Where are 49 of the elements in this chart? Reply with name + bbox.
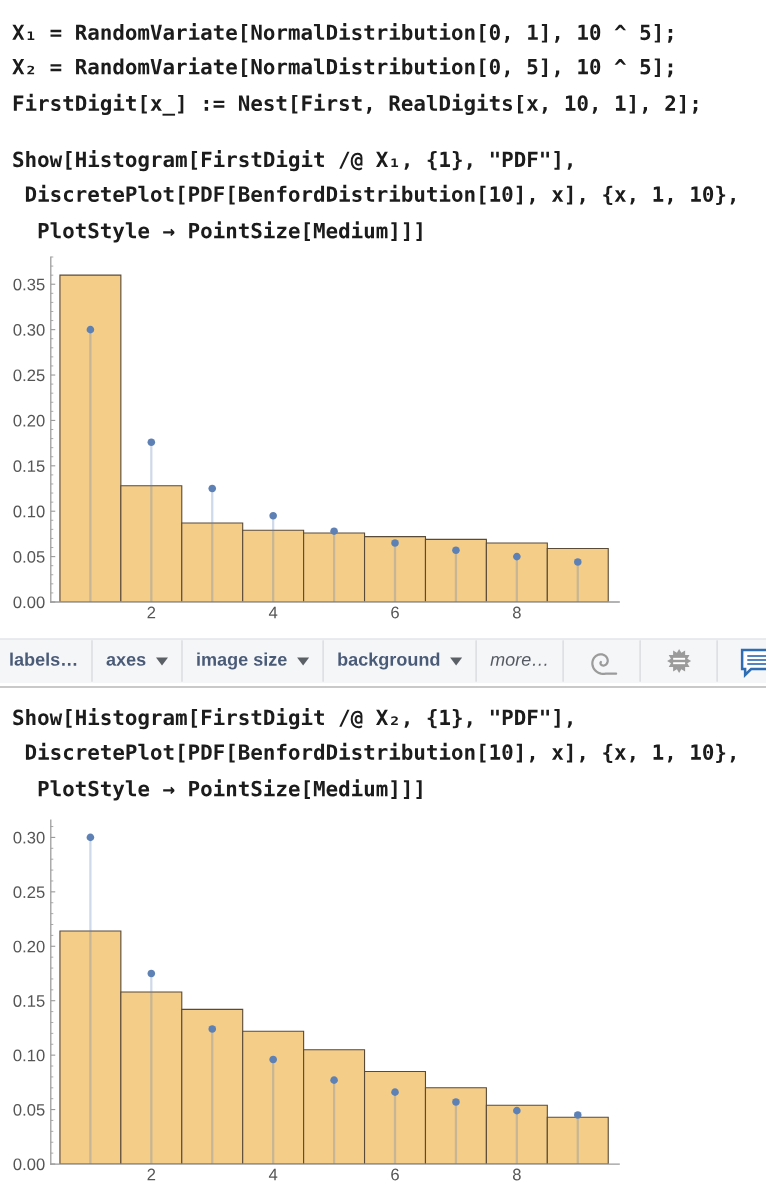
point [147,438,156,447]
point [147,969,156,978]
text: axes [106,655,146,666]
y-tick-label: 0.10 [13,1049,45,1062]
y-tick-label: 0.05 [13,551,45,563]
text: more… [490,655,547,666]
chart-title: Show[Histogram[FirstDigit /@ X₁, {1}, "PDF"], DiscretePlot[PDF[BenfordDistribution[10], x], {x, 1, 10}, PlotStyle → PointSize[Medium]]] [13,149,735,243]
x-tick-label: 2 [147,606,156,619]
y-tick-label: 0.20 [13,940,45,953]
y-tick-label: 0.25 [13,886,45,899]
y-tick-label: 0.00 [13,596,45,609]
point [391,539,399,547]
point [208,484,217,493]
y-tick-label: 0.05 [13,1103,45,1116]
point [513,1106,521,1115]
x-tick-label: 8 [512,1168,521,1181]
point [269,511,277,520]
point [573,1111,582,1119]
x-tick-label: 4 [268,1168,278,1181]
y-tick-label: 0.30 [13,831,45,844]
point [330,527,338,535]
y-tick-label: 0.20 [13,414,45,427]
text: X₁ = RandomVariate[NormalDistribution[0, 1], 10 ^ 5]; X₂ = RandomVariate[NormalDistribution[0, 5], 10 ^ 5]; FirstDigit[x_] := Nest[First, RealDigits[x, 10, 1], 2]; [12,22,698,116]
y-tick-label: 0.15 [13,460,45,473]
point [269,1055,277,1064]
y-tick-label: 0.00 [13,1158,45,1171]
chart-title: Show[Histogram[FirstDigit /@ X₂, {1}, "PDF"], DiscretePlot[PDF[BenfordDistribution[10], x], {x, 1, 10}, PlotStyle → PointSize[Medium]]] [13,707,735,801]
y-tick-label: 0.25 [13,369,45,382]
text: image size [197,652,287,670]
x-tick-label: 6 [391,606,399,619]
point [452,546,460,555]
y-tick-label: 0.10 [13,505,45,518]
point [513,552,521,561]
y-tick-label: 0.35 [13,278,45,291]
x-tick-label: 2 [147,1168,156,1181]
y-tick-label: 0.15 [13,995,45,1007]
point [573,558,582,566]
point [452,1098,460,1106]
text: labels… [10,652,77,666]
point [391,1088,399,1096]
point [208,1025,217,1033]
point [86,833,95,842]
text: background [338,652,440,670]
point [330,1076,338,1084]
x-tick-label: 8 [512,606,521,619]
x-tick-label: 4 [268,606,278,619]
point [86,325,95,334]
x-tick-label: 6 [391,1168,399,1181]
y-tick-label: 0.30 [13,324,45,336]
